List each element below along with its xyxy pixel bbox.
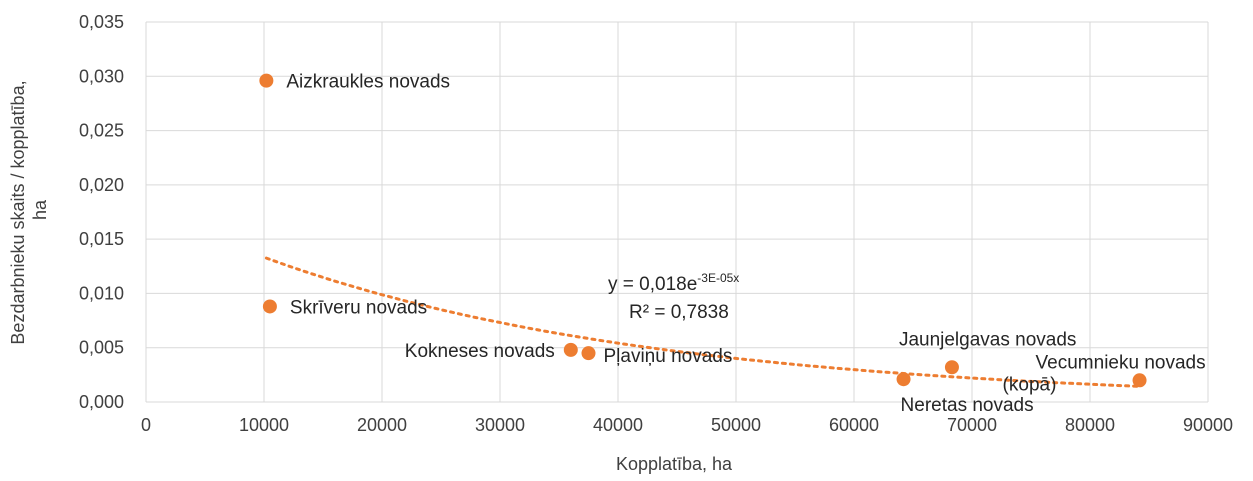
- point-label: Jaunjelgavas novads: [899, 329, 1076, 350]
- point-label-line: Neretas novads: [901, 395, 1034, 416]
- point-labels: Aizkraukles novads Skrīveru novads Koknese…: [286, 72, 1205, 417]
- x-axis-ticks: 0 10000 20000 30000 40000 50000 60000 70000 8000…: [141, 415, 1233, 435]
- grid-lines: [145, 21, 1209, 403]
- y-tick-label: 0,035: [79, 12, 124, 32]
- x-tick-label: 0: [141, 415, 151, 435]
- point-label-line: (kopā): [1003, 374, 1057, 395]
- y-axis-title-line-1: Bezdarbnieku skaits / kopplatība,: [8, 80, 28, 344]
- point-label: Kokneses novads: [405, 341, 555, 362]
- point-label: Pļaviņu novads: [604, 346, 733, 367]
- y-tick-label: 0,020: [79, 175, 124, 195]
- data-point: [262, 299, 277, 314]
- trendline-equation: y = 0,018e-3E-05x: [608, 271, 739, 295]
- point-label: Aizkraukles novads: [286, 72, 450, 93]
- point-label-line: Vecumnieku novads: [1036, 352, 1206, 373]
- x-tick-label: 40000: [593, 415, 643, 435]
- y-axis-ticks: 0,000 0,005 0,010 0,015 0,020 0,025 0,030 0,035: [79, 12, 124, 412]
- point-label-line: Kokneses novads: [405, 341, 555, 362]
- data-point: [896, 372, 911, 387]
- x-tick-label: 30000: [475, 415, 525, 435]
- point-label-line: Jaunjelgavas novads: [899, 329, 1076, 350]
- exponential-trendline: [264, 256, 1142, 388]
- x-tick-label: 20000: [357, 415, 407, 435]
- x-tick-label: 70000: [947, 415, 997, 435]
- x-tick-label: 10000: [239, 415, 289, 435]
- data-point: [259, 73, 274, 88]
- data-points: [259, 73, 1147, 388]
- point-label-line: Aizkraukles novads: [286, 72, 450, 93]
- x-tick-label: 90000: [1183, 415, 1233, 435]
- x-tick-label: 80000: [1065, 415, 1115, 435]
- y-tick-label: 0,015: [79, 229, 124, 249]
- y-tick-label: 0,025: [79, 121, 124, 141]
- point-label-line: Skrīveru novads: [290, 297, 427, 318]
- point-label-line: Pļaviņu novads: [604, 346, 733, 367]
- y-tick-label: 0,010: [79, 283, 124, 303]
- x-tick-label: 60000: [829, 415, 879, 435]
- point-label: Skrīveru novads: [290, 297, 427, 318]
- y-tick-label: 0,030: [79, 66, 124, 86]
- data-point: [944, 360, 959, 375]
- point-label: Vecumnieku novads (kopā): [1003, 352, 1206, 395]
- point-label: Neretas novads: [901, 395, 1034, 416]
- y-tick-label: 0,000: [79, 392, 124, 412]
- data-point: [1132, 373, 1147, 388]
- x-tick-label: 50000: [711, 415, 761, 435]
- y-axis-title-line-2: ha: [30, 199, 50, 220]
- x-axis-title: Kopplatība, ha: [616, 454, 733, 474]
- y-axis-title: Bezdarbnieku skaits / kopplatība, ha: [8, 75, 50, 344]
- data-point: [563, 342, 578, 357]
- trendline-r-squared: R² = 0,7838: [629, 302, 729, 323]
- y-tick-label: 0,005: [79, 338, 124, 358]
- trendline-equation-exponent: -3E-05x: [697, 271, 739, 285]
- data-point: [581, 346, 596, 361]
